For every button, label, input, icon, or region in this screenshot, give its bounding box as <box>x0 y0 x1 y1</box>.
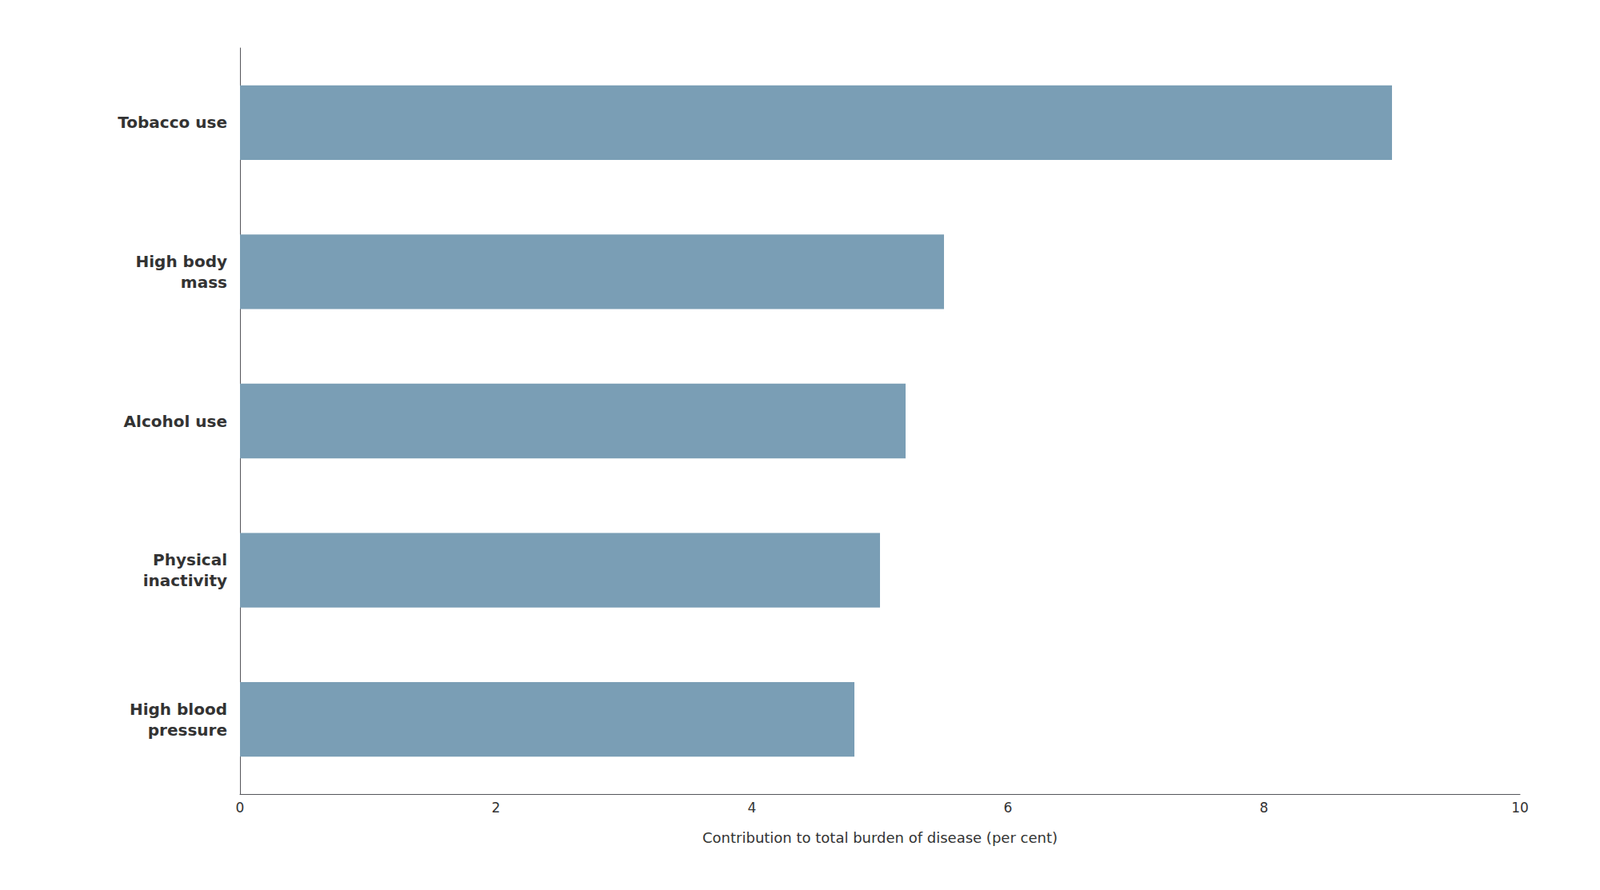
svg-text:0: 0 <box>236 800 245 816</box>
svg-text:10: 10 <box>1511 800 1529 816</box>
svg-text:Alcohol use: Alcohol use <box>124 412 228 432</box>
svg-text:mass: mass <box>180 272 228 292</box>
svg-text:High blood: High blood <box>129 700 228 720</box>
svg-text:High body: High body <box>135 252 228 272</box>
svg-text:Contribution to total burden o: Contribution to total burden of disease … <box>702 829 1058 847</box>
svg-text:4: 4 <box>748 800 757 816</box>
svg-text:2: 2 <box>492 800 501 816</box>
svg-text:8: 8 <box>1260 800 1269 816</box>
svg-text:6: 6 <box>1004 800 1013 816</box>
svg-text:pressure: pressure <box>148 720 228 740</box>
svg-text:inactivity: inactivity <box>143 571 228 591</box>
svg-text:Physical: Physical <box>152 550 228 570</box>
svg-text:Tobacco use: Tobacco use <box>117 112 228 132</box>
